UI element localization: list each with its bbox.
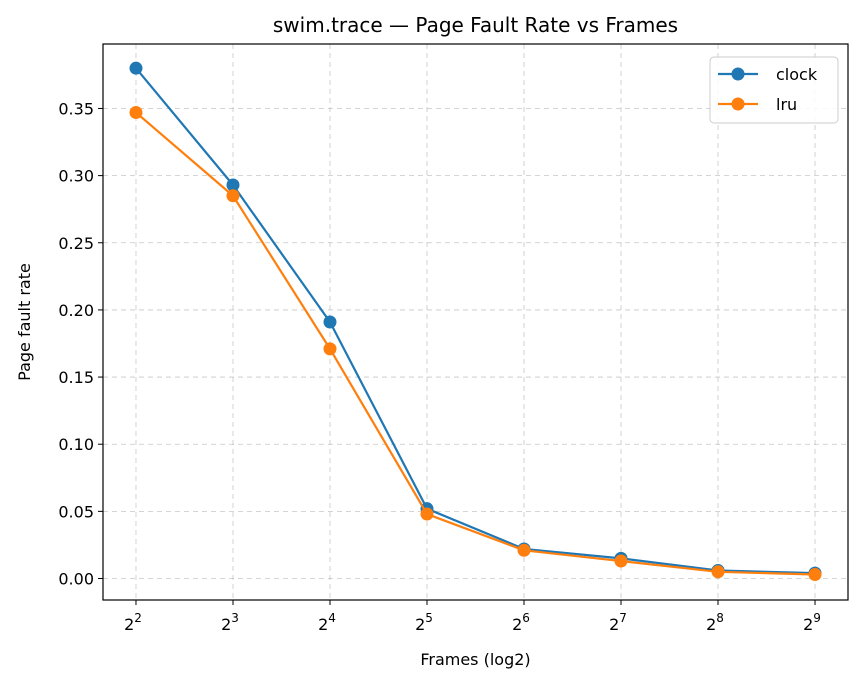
- data-point-lru: [420, 507, 434, 521]
- data-point-lru: [226, 189, 240, 203]
- x-tick-base: 2: [221, 615, 231, 634]
- x-tick-exponent: 7: [619, 611, 627, 625]
- data-point-lru: [614, 554, 628, 568]
- legend: clock lru: [709, 56, 839, 124]
- x-tick-label: 29: [803, 611, 821, 634]
- data-point-lru: [711, 565, 725, 579]
- y-tick-label: 0.15: [58, 368, 94, 387]
- x-tick-base: 2: [512, 615, 522, 634]
- x-tick-base: 2: [318, 615, 328, 634]
- x-tick-exponent: 2: [134, 611, 142, 625]
- x-tick-base: 2: [803, 615, 813, 634]
- y-axis-label: Page fault rate: [15, 263, 34, 381]
- y-tick-label: 0.00: [58, 570, 94, 589]
- x-tick-exponent: 5: [425, 611, 433, 625]
- x-tick-exponent: 6: [522, 611, 530, 625]
- legend-marker-lru: [731, 97, 745, 111]
- data-point-lru: [808, 567, 822, 581]
- y-tick-label: 0.35: [58, 99, 94, 118]
- x-tick-base: 2: [124, 615, 134, 634]
- x-tick-base: 2: [609, 615, 619, 634]
- data-point-clock: [129, 61, 143, 75]
- x-tick-exponent: 9: [813, 611, 821, 625]
- series-line-clock: [135, 67, 816, 575]
- x-tick-label: 22: [124, 611, 142, 634]
- series-lru: [129, 105, 822, 581]
- data-point-lru: [323, 342, 337, 356]
- legend-box: [709, 56, 839, 124]
- y-tick-label: 0.30: [58, 167, 94, 186]
- legend-label-clock: clock: [776, 65, 818, 84]
- x-tick-label: 24: [318, 611, 336, 634]
- y-tick-label: 0.05: [58, 502, 94, 521]
- series-layer: [129, 61, 822, 581]
- x-tick-label: 26: [512, 611, 530, 634]
- data-point-clock: [323, 315, 337, 329]
- x-tick-label: 27: [609, 611, 627, 634]
- y-tick-label: 0.25: [58, 234, 94, 253]
- x-tick-label: 25: [415, 611, 433, 634]
- y-axis: 0.00 0.05 0.10 0.15 0.20 0.25 0.30 0.35: [58, 99, 103, 589]
- data-point-lru: [517, 543, 531, 557]
- x-axis-label: Frames (log2): [420, 650, 530, 669]
- data-point-clock: [226, 178, 240, 192]
- x-tick-label: 23: [221, 611, 239, 634]
- legend-marker-clock: [731, 67, 745, 81]
- plot-frame: [102, 43, 849, 601]
- series-line-lru: [135, 111, 816, 576]
- chart-title: swim.trace — Page Fault Rate vs Frames: [273, 13, 678, 37]
- x-tick-exponent: 3: [231, 611, 239, 625]
- x-tick-exponent: 8: [716, 611, 724, 625]
- y-tick-label: 0.20: [58, 301, 94, 320]
- x-tick-base: 2: [415, 615, 425, 634]
- y-tick-label: 0.10: [58, 435, 94, 454]
- data-point-lru: [129, 105, 143, 119]
- x-tick-base: 2: [706, 615, 716, 634]
- x-axis: 22 23 24 25 26 27 28 29: [124, 600, 821, 634]
- x-tick-label: 28: [706, 611, 724, 634]
- legend-label-lru: lru: [776, 95, 797, 114]
- x-tick-exponent: 4: [328, 611, 336, 625]
